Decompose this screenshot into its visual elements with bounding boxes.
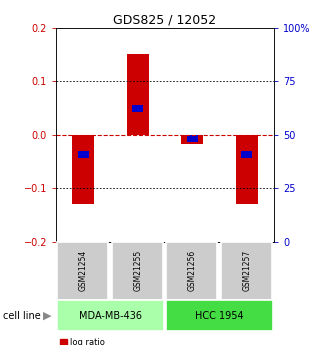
FancyBboxPatch shape [220,242,272,299]
Bar [78,151,89,158]
Bar [236,135,257,204]
Bar [127,54,148,135]
Text: GSM21256: GSM21256 [188,250,197,292]
Bar [187,135,198,142]
Legend: log ratio, percentile rank within the sample: log ratio, percentile rank within the sa… [60,338,212,345]
Bar [241,151,252,158]
Bar [182,135,203,144]
FancyBboxPatch shape [57,242,108,299]
Title: GDS825 / 12052: GDS825 / 12052 [114,13,216,27]
Text: HCC 1954: HCC 1954 [195,311,244,321]
FancyBboxPatch shape [166,300,273,331]
FancyBboxPatch shape [112,242,163,299]
Bar [73,135,94,204]
Text: ▶: ▶ [43,311,51,321]
Text: GSM21257: GSM21257 [242,250,251,292]
Text: cell line: cell line [3,311,41,321]
Text: GSM21254: GSM21254 [79,250,88,292]
Text: GSM21255: GSM21255 [133,250,142,292]
Text: MDA-MB-436: MDA-MB-436 [79,311,142,321]
FancyBboxPatch shape [166,242,217,299]
Bar [132,106,143,112]
FancyBboxPatch shape [57,300,164,331]
